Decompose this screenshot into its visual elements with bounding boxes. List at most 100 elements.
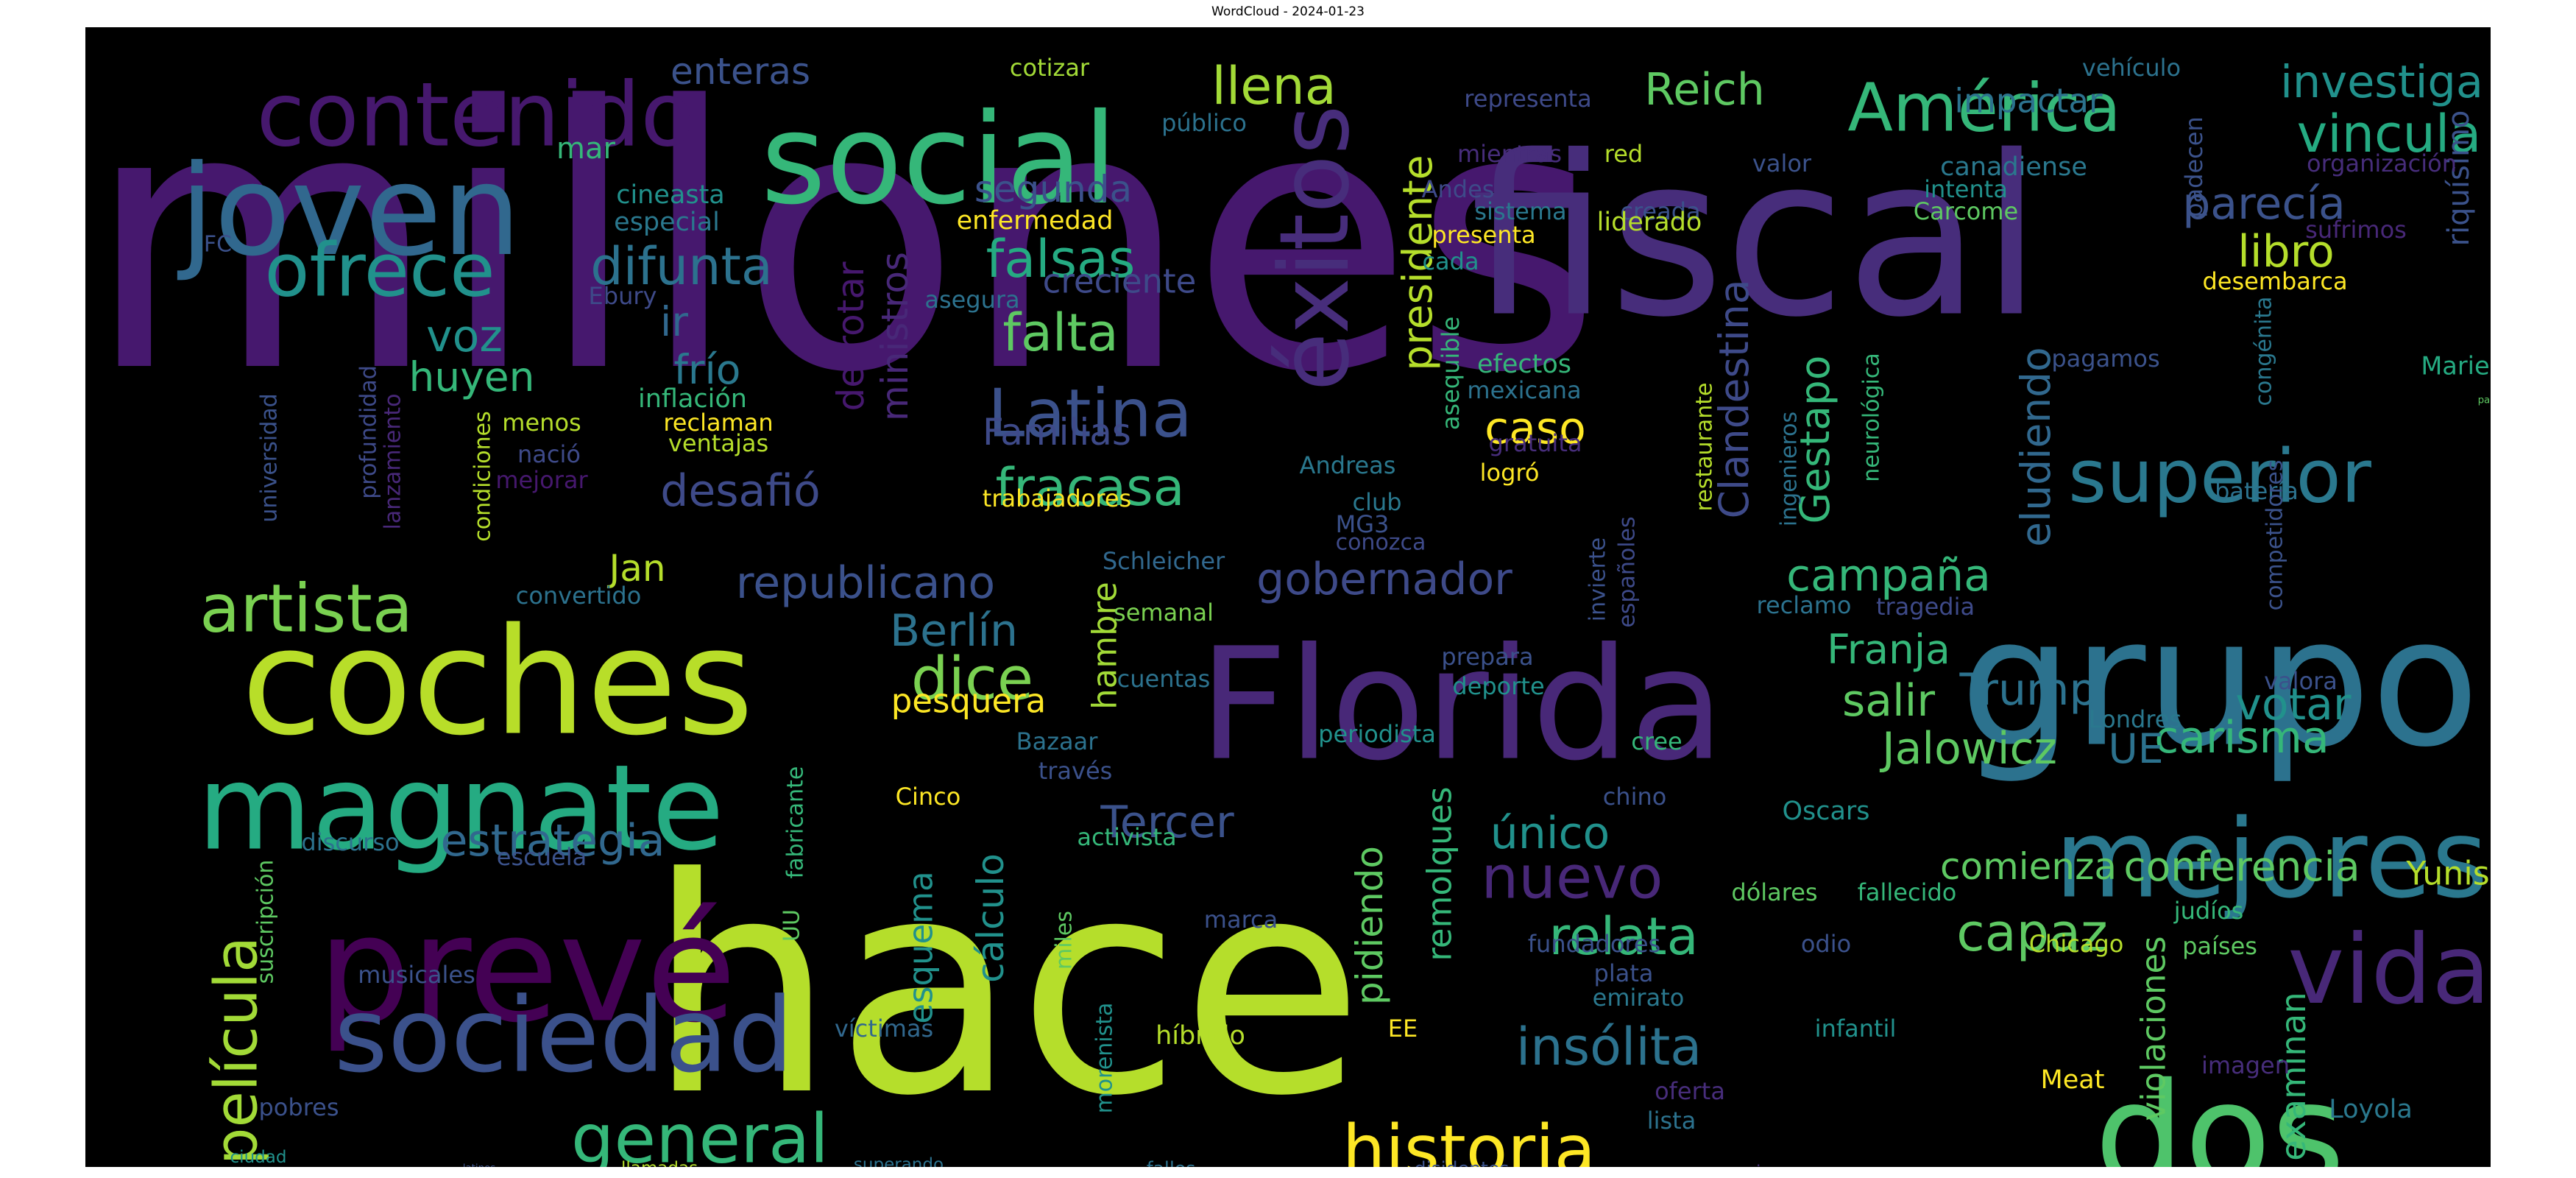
word-199: universidad — [257, 393, 283, 522]
word-170: tragedia — [1876, 593, 1975, 621]
word-176: invierte — [1585, 537, 1611, 621]
word-55: Franja — [1827, 626, 1950, 673]
word-126: asequible — [1437, 317, 1465, 430]
word-82: cálculo — [969, 853, 1012, 983]
word-42: llena — [1211, 56, 1336, 116]
word-59: voz — [426, 311, 503, 362]
word-75: Clandestina — [1710, 279, 1758, 518]
word-144: prepara — [1441, 643, 1533, 671]
word-71: memorias — [1695, 1163, 1780, 1167]
word-101: red — [1604, 140, 1643, 168]
word-109: canadiense — [1940, 152, 2087, 182]
word-45: vincula — [2297, 104, 2481, 164]
word-40: gobernador — [1256, 554, 1512, 605]
word-137: activista — [1077, 823, 1176, 851]
word-52: Jalowicz — [1879, 723, 2057, 775]
word-113: organización — [2307, 149, 2457, 177]
word-160: Chicago — [2029, 930, 2124, 958]
wordcloud-canvas: millones hace dos fiscal grupo Florida general… — [85, 27, 2491, 1167]
chart-title: WordCloud - 2024-01-23 — [1211, 4, 1365, 19]
word-91: mar — [556, 132, 615, 166]
word-129: MG3 — [1336, 510, 1390, 538]
word-177: inflación — [638, 384, 747, 414]
word-112: vehículo — [2082, 54, 2181, 82]
word-83: pidiendo — [1348, 846, 1391, 1005]
word-56: conferencia — [2123, 843, 2360, 890]
word-197: profundidad — [356, 365, 382, 499]
word-190: latinos — [463, 1163, 496, 1168]
word-62: frío — [674, 346, 741, 393]
word-17: contenido — [256, 65, 694, 167]
word-159: Meat — [2041, 1065, 2105, 1095]
word-1: hace — [647, 815, 1364, 1161]
word-114: sufrimos — [2305, 216, 2407, 244]
word-95: enfermedad — [957, 206, 1114, 236]
word-69: fallos — [1147, 1158, 1196, 1168]
word-57: comienza — [1940, 845, 2117, 888]
word-78: derrotar — [829, 261, 872, 411]
word-139: miles — [1052, 911, 1078, 970]
word-195: fabricante — [783, 766, 809, 879]
word-64: creciente — [1043, 262, 1197, 301]
word-136: Cinco — [896, 783, 961, 811]
word-61: ir — [660, 298, 688, 345]
word-194: UU — [779, 909, 805, 942]
word-120: congénita — [2251, 297, 2277, 406]
word-185: discurso — [301, 828, 399, 856]
word-148: fundadores — [1528, 930, 1660, 958]
word-54: salir — [1842, 675, 1935, 727]
word-68: superando — [854, 1155, 944, 1167]
word-29: caso — [1485, 403, 1586, 454]
word-22: Latina — [988, 375, 1192, 453]
word-86: examinan — [2274, 992, 2313, 1160]
word-77: presidente — [1394, 155, 1441, 370]
word-14: sociedad — [334, 976, 793, 1096]
word-184: convertido — [516, 582, 642, 610]
word-80: hambre — [1086, 582, 1125, 710]
word-11: magnate — [197, 739, 724, 877]
word-178: reclaman — [663, 409, 773, 437]
word-117: pagamos — [2051, 345, 2159, 373]
word-196: condiciones — [470, 411, 496, 542]
word-128: club — [1352, 488, 1401, 516]
word-43: Reich — [1644, 64, 1765, 116]
word-167: dólares — [1731, 878, 1817, 906]
word-16: éxitos — [1259, 105, 1370, 392]
word-121: competidores — [2262, 460, 2288, 611]
word-84: remolques — [1420, 786, 1459, 961]
word-163: Londres — [2089, 705, 2182, 733]
word-122: efectos — [1477, 350, 1571, 379]
word-30: nuevo — [1482, 844, 1663, 912]
word-96: asegura — [924, 286, 1019, 314]
word-99: representa — [1464, 85, 1591, 113]
word-53: UE — [2108, 725, 2163, 772]
word-108: valor — [1752, 149, 1812, 177]
word-172: neurológica — [1859, 353, 1885, 482]
word-58: Yunis — [2405, 856, 2489, 893]
word-174: restaurante — [1692, 383, 1718, 512]
word-125: logró — [1480, 459, 1540, 487]
word-21: artista — [199, 571, 413, 648]
word-92: cineasta — [616, 180, 725, 210]
word-183: trabajadores — [983, 484, 1131, 512]
word-34: Tercer — [1100, 797, 1234, 848]
word-88: riquísimo — [2442, 110, 2476, 247]
word-98: público — [1161, 109, 1247, 137]
word-0: millones — [85, 30, 1602, 451]
word-192: FC — [204, 232, 232, 258]
word-127: Andreas — [1300, 451, 1396, 479]
word-111: Carcome — [1914, 197, 2018, 225]
word-164: valora — [2264, 667, 2338, 695]
word-49: votar — [2235, 679, 2352, 730]
word-118: pagar — [2478, 395, 2491, 406]
word-23: película — [202, 937, 271, 1165]
word-10: mejores — [2055, 797, 2488, 923]
word-12: social — [761, 87, 1118, 233]
word-63: segunda — [974, 168, 1132, 211]
word-5: Florida — [1199, 615, 1724, 795]
word-37: desafió — [660, 465, 821, 517]
word-123: mexicana — [1467, 376, 1581, 404]
word-168: fallecido — [1858, 878, 1957, 906]
word-19: ofrece — [264, 228, 495, 314]
word-181: nació — [517, 440, 581, 468]
